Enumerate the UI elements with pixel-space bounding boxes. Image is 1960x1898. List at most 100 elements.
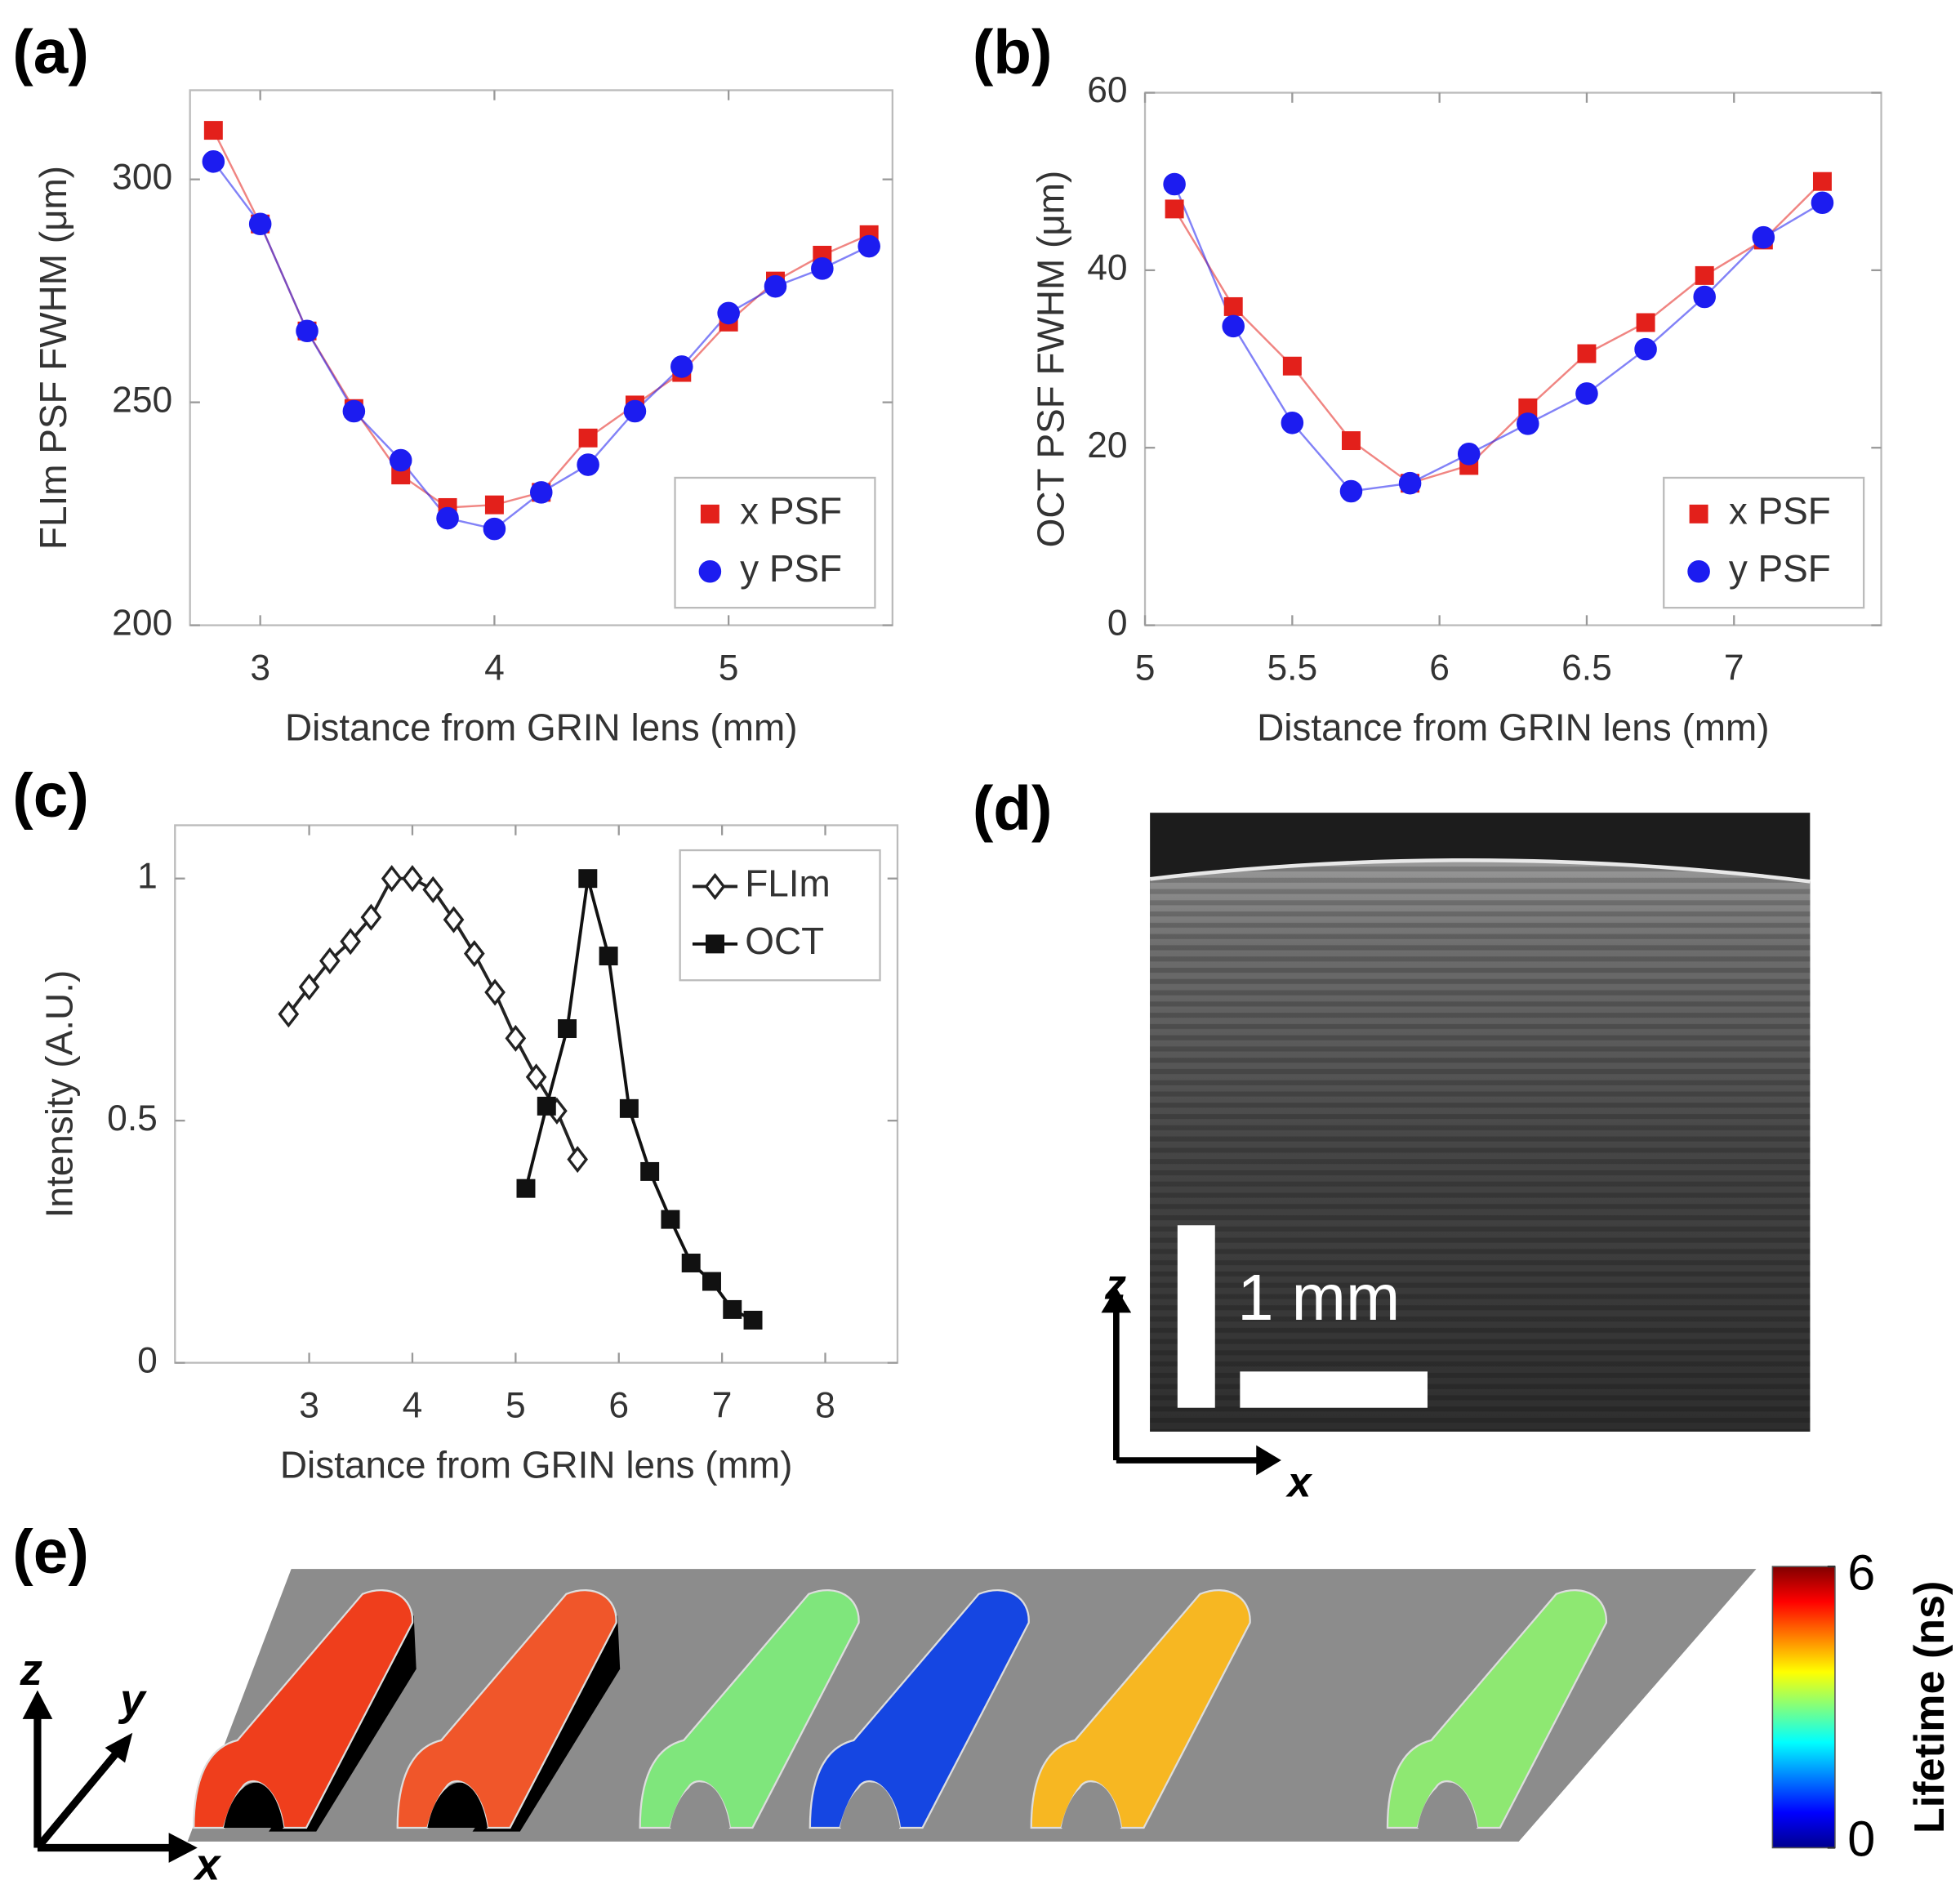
series-line [1173, 183, 1824, 492]
x-tick-label: 3 [250, 648, 270, 688]
colorbar-title: Lifetime (ns) [1906, 1581, 1953, 1833]
panel-label: (b) [973, 17, 1053, 87]
panel-label: (d) [973, 773, 1053, 843]
marker [1752, 225, 1775, 249]
legend-box [674, 476, 876, 609]
marker [381, 865, 403, 893]
marker [1636, 313, 1655, 332]
marker [402, 865, 423, 893]
marker [567, 1146, 589, 1174]
legend-label: OCT [745, 920, 824, 962]
tube [396, 1589, 617, 1829]
y-tick-label: 250 [112, 380, 172, 420]
legend-box [679, 849, 881, 982]
legend-label: y PSF [740, 547, 842, 590]
legend-label: x PSF [1729, 489, 1831, 532]
marker [342, 399, 366, 423]
marker [764, 274, 787, 298]
y-axis-label: OCT PSF FWHM (μm) [1029, 171, 1071, 548]
scene-axes [33, 1713, 176, 1852]
marker [484, 495, 504, 515]
legend-marker [698, 559, 722, 583]
legend-label: x PSF [740, 489, 842, 532]
x-tick-label: 6 [608, 1385, 629, 1425]
tube [1386, 1589, 1607, 1829]
tube [193, 1589, 414, 1829]
surface [1149, 858, 1811, 884]
axis-z: z [1104, 1262, 1126, 1309]
marker [1517, 412, 1539, 435]
tube [808, 1589, 1030, 1829]
marker [577, 453, 599, 476]
marker [505, 1024, 527, 1052]
tissue-layers [1150, 860, 1811, 1432]
tube [1030, 1589, 1251, 1829]
tube-inner [223, 1782, 284, 1829]
x-tick-label: 4 [484, 648, 505, 688]
y-tick-label: 0 [137, 1340, 158, 1380]
axis-y: y [118, 1674, 147, 1725]
tube-inner [840, 1782, 901, 1829]
marker [1165, 199, 1184, 219]
marker [1282, 356, 1302, 376]
y-tick-label: 60 [1087, 70, 1127, 110]
marker [443, 906, 465, 933]
legend-marker [704, 872, 726, 900]
series-line [1174, 180, 1824, 485]
scene: z y x [19, 1569, 1757, 1890]
y-tick-label: 1 [137, 856, 158, 896]
marker [670, 355, 693, 378]
scale-bar-z [1177, 1225, 1215, 1408]
marker [1398, 471, 1422, 495]
scale-bar-x [1240, 1371, 1428, 1408]
x-axis-label: Distance from GRIN lens (mm) [1257, 706, 1769, 748]
marker [743, 1310, 763, 1330]
marker [858, 234, 880, 258]
marker [1222, 314, 1245, 338]
legend-marker [706, 934, 724, 954]
marker [640, 1161, 660, 1181]
marker [599, 947, 618, 966]
marker [558, 1019, 577, 1038]
marker [422, 875, 444, 903]
marker [619, 1098, 639, 1118]
tube [639, 1589, 860, 1829]
x-tick-label: 4 [403, 1385, 423, 1425]
marker [1577, 344, 1597, 363]
marker [529, 481, 553, 504]
marker [717, 301, 740, 325]
x-tick-label: 5.5 [1267, 648, 1318, 688]
x-tick-label: 6 [1429, 648, 1450, 688]
y-axis-label: Intensity (A.U.) [38, 970, 81, 1219]
scene-arrow-heads [22, 1690, 198, 1863]
axes-arrows [1113, 1306, 1263, 1464]
x-tick-label: 3 [299, 1385, 319, 1425]
y-axis-label: FLIm PSF FWHM (μm) [32, 166, 74, 550]
marker [525, 1063, 547, 1091]
arrow-heads [1101, 1287, 1281, 1476]
x-tick-label: 5 [719, 648, 739, 688]
marker [202, 150, 225, 173]
marker [1634, 337, 1657, 361]
legend-label: y PSF [1729, 547, 1831, 590]
marker [340, 928, 361, 956]
marker [1281, 412, 1304, 434]
marker [702, 1272, 721, 1291]
marker [1223, 296, 1243, 316]
legend-marker [1687, 559, 1710, 583]
tube-inner [670, 1782, 730, 1829]
x-tick-label: 5 [1135, 648, 1156, 688]
panel-label: (a) [12, 17, 89, 87]
legend-box [1663, 476, 1865, 609]
tube-inner [427, 1782, 488, 1829]
scale-label: 1 mm [1237, 1261, 1400, 1334]
marker [1575, 382, 1598, 405]
marker [1693, 285, 1716, 309]
marker [1812, 172, 1832, 191]
marker [319, 947, 341, 975]
x-axis-label: Distance from GRIN lens (mm) [285, 706, 797, 748]
marker [389, 448, 412, 472]
legend-label: FLIm [745, 862, 831, 905]
